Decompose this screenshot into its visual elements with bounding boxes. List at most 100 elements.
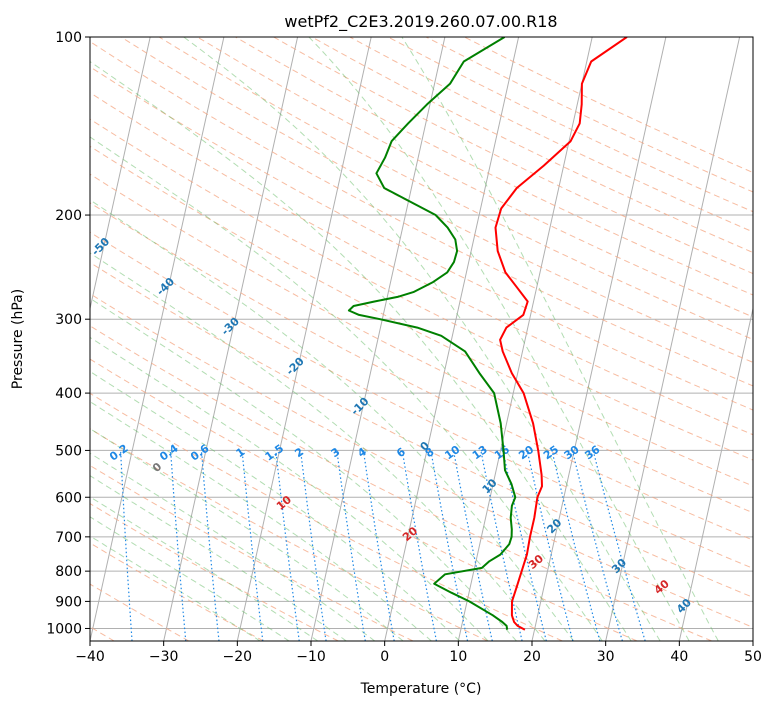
mixing-ratio-line (401, 450, 437, 641)
isotherm-line (90, 37, 225, 641)
x-tick-label: 50 (744, 649, 762, 665)
mixing-ratio-label: 3 (329, 445, 343, 460)
dry-adiabat-line (464, 37, 753, 174)
dry-adiabat-line (90, 293, 753, 628)
x-tick-label: 0 (380, 649, 389, 665)
dry-adiabat-line (90, 118, 753, 461)
isotherm-label: -30 (219, 315, 242, 338)
dry-adiabat-line (158, 37, 753, 340)
isotherm-line (310, 37, 446, 641)
mixing-ratio-label: 0.2 (107, 442, 130, 464)
isotherm-label: -20 (284, 355, 307, 378)
mixing-ratio-line (526, 450, 574, 641)
mixing-ratio-label: 4 (355, 445, 369, 460)
plot-frame (89, 36, 754, 642)
isotherm-line (605, 37, 741, 641)
mixing-ratio-label: 20 (516, 443, 536, 463)
dry-adiabat-label: 0 (150, 460, 164, 475)
mixing-ratio-line (592, 450, 646, 641)
mixing-ratio-label: 1 (234, 445, 248, 460)
moist-adiabat-line (90, 428, 404, 641)
y-axis-label: Pressure (hPa) (10, 289, 26, 389)
y-tick-label: 600 (55, 490, 82, 506)
mixing-ratio-label: 1.5 (263, 442, 286, 464)
x-tick-label: −30 (149, 649, 179, 665)
dry-adiabat-label: 20 (400, 524, 420, 544)
dry-adiabat-line (90, 542, 264, 641)
moist-adiabat-line (90, 336, 489, 641)
isotherm-line (678, 306, 753, 641)
dry-adiabat-line (90, 502, 339, 641)
isotherm-label: -10 (348, 395, 371, 418)
y-tick-label: 700 (55, 530, 82, 546)
isotherm-line (457, 37, 593, 641)
moist-adiabat-line (90, 452, 376, 641)
y-tick-label: 500 (55, 443, 82, 459)
mixing-ratio-line (430, 450, 469, 641)
temperature-profile (494, 37, 628, 631)
y-tick-label: 900 (55, 594, 82, 610)
mixing-ratio-label: 30 (562, 443, 582, 463)
moist-adiabat-line (90, 496, 319, 641)
y-tick-label: 100 (55, 30, 82, 46)
mixing-ratio-line (571, 450, 623, 641)
x-tick-label: −40 (75, 649, 105, 665)
chart-title: wetPf2_C2E3.2019.260.07.00.R18 (284, 12, 557, 32)
mixing-ratio-line (200, 450, 220, 641)
x-tick-label: 30 (597, 649, 615, 665)
isotherm-line (531, 37, 667, 641)
mixing-ratio-line (551, 450, 601, 641)
dry-adiabat-label: 30 (526, 552, 546, 572)
isotherm-line (384, 37, 520, 641)
x-tick-label: −10 (296, 649, 326, 665)
moist-adiabat-line (90, 297, 517, 641)
moist-adiabat-line (90, 475, 347, 641)
isotherm-line (90, 37, 151, 311)
moist-adiabat-line (90, 370, 461, 641)
mixing-ratio-line (241, 450, 264, 641)
profiles (347, 37, 628, 631)
isotherm-line (236, 37, 372, 641)
dry-adiabat-line (90, 428, 488, 641)
moist-adiabat-line (90, 401, 432, 641)
isotherm-line (0, 37, 3, 641)
isotherm-label: 40 (674, 596, 694, 616)
isotherm-label: -60 (24, 195, 47, 218)
dry-adiabat-line (90, 66, 753, 411)
background-lines (0, 37, 753, 641)
dry-adiabat-line (90, 464, 414, 641)
dry-adiabat-line (90, 92, 753, 436)
dry-adiabat-line (90, 231, 753, 569)
dry-adiabat-line (90, 173, 753, 514)
dry-adiabat-line (90, 358, 638, 641)
moist-adiabat-line (308, 37, 690, 641)
moist-adiabat-line (90, 60, 632, 641)
dry-adiabat-line (90, 145, 753, 487)
isotherm-label: -50 (89, 235, 112, 258)
mixing-ratio-label: 25 (541, 443, 561, 462)
y-tick-label: 800 (55, 564, 82, 580)
mixing-ratio-line (336, 450, 366, 641)
isotherm-label: -40 (154, 275, 177, 298)
moist-adiabat-line (183, 37, 661, 641)
x-tick-label: 40 (670, 649, 688, 665)
dry-adiabat-line (90, 202, 753, 541)
dewpoint-profile (347, 37, 517, 630)
dry-adiabat-line (90, 261, 753, 598)
mixing-ratio-line (362, 450, 395, 641)
dry-adiabat-label: 10 (274, 493, 294, 513)
mixing-ratio-line (170, 450, 187, 641)
y-tick-label: 300 (55, 312, 82, 328)
moist-adiabat-line (90, 136, 603, 641)
mixing-ratio-label: 6 (394, 445, 408, 460)
mixing-ratio-line (300, 450, 327, 641)
x-tick-label: 20 (523, 649, 541, 665)
dry-adiabat-line (90, 583, 190, 641)
mixing-ratio-line (480, 450, 523, 641)
mixing-ratio-line (275, 450, 300, 641)
dry-adiabat-line (311, 37, 753, 254)
dry-adiabat-line (197, 37, 753, 318)
axis-ticks: −40 −30 −20 −10 0 10 20 30 40 5010020030040050060… (46, 30, 762, 665)
x-axis-label: Temperature (°C) (360, 681, 482, 697)
